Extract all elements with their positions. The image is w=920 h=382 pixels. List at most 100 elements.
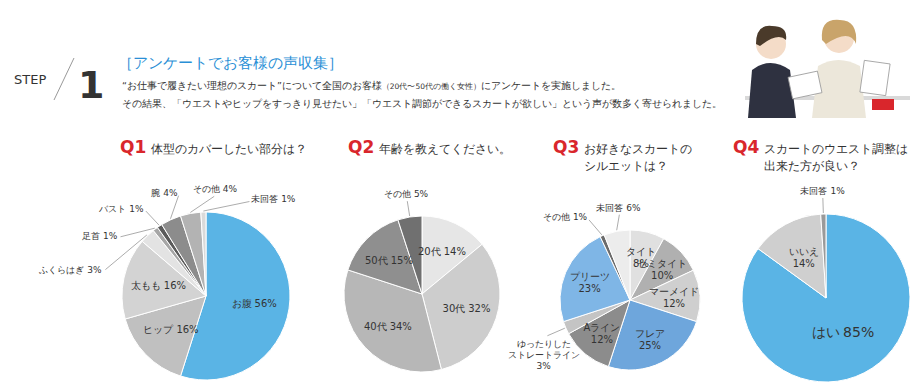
data-label: その他4% bbox=[193, 184, 238, 194]
value-label: 12% bbox=[663, 298, 685, 309]
value-label: 32% bbox=[468, 303, 490, 314]
data-labels: はい85% いいえ14% 未回答1% bbox=[789, 186, 874, 340]
data-labels: 20代14% 30代32% 40代34% 50代15% その他5% bbox=[364, 189, 491, 331]
slices bbox=[742, 214, 910, 382]
data-label: ふくらはぎ3% bbox=[38, 265, 102, 275]
description-part: 「ウエスト調節ができるスカートが欲しい」 bbox=[362, 98, 562, 109]
category-label: 太もも bbox=[131, 280, 161, 291]
value-label: 16% bbox=[164, 280, 186, 291]
description-part: その結果、 bbox=[122, 98, 172, 109]
leader-line bbox=[547, 328, 564, 336]
leader-line bbox=[407, 201, 409, 216]
chart-title: 年齢を教えてください。 bbox=[379, 142, 511, 156]
description-line: その結果、「ウエストやヒップをすっきり見せたい」「ウエスト調節ができるスカートが… bbox=[122, 98, 722, 109]
pie-slice bbox=[604, 230, 630, 300]
value-label: 4% bbox=[223, 184, 238, 194]
description-part: 「ウエストやヒップをすっきり見せたい」 bbox=[172, 98, 362, 109]
category-label: 40代 bbox=[364, 321, 387, 332]
category-label: ヒップ bbox=[143, 324, 174, 335]
paper bbox=[860, 60, 890, 95]
figure-body bbox=[748, 63, 796, 118]
leader-line bbox=[170, 196, 178, 219]
data-label: その他1% bbox=[543, 212, 588, 222]
category-label: 足首 bbox=[82, 231, 100, 241]
category-label: 未回答 bbox=[596, 203, 623, 213]
value-label: 1% bbox=[103, 231, 118, 241]
value-label: 15% bbox=[391, 255, 413, 266]
data-label: 30代32% bbox=[443, 303, 491, 314]
data-label: フレア25% bbox=[635, 328, 665, 351]
data-label: 未回答6% bbox=[596, 203, 641, 213]
category-label: ストレートライン bbox=[508, 350, 580, 360]
data-label: バスト1% bbox=[98, 204, 144, 214]
leader-line bbox=[822, 198, 823, 213]
value-label: 85% bbox=[843, 324, 874, 340]
category-label: いいえ bbox=[789, 246, 819, 257]
category-label: セミタイト bbox=[637, 258, 687, 269]
value-label: 1% bbox=[129, 204, 144, 214]
data-label: 未回答1% bbox=[800, 186, 845, 196]
category-label: プリーツ bbox=[570, 271, 610, 282]
data-label: 足首1% bbox=[82, 231, 118, 241]
pie-chart: Q1体型のカバーしたい部分は？お腹56%ヒップ16%太もも16%ふくらはぎ3%足… bbox=[38, 137, 307, 380]
category-label: Aライン bbox=[583, 322, 620, 333]
category-label: 50代 bbox=[365, 255, 388, 266]
category-label: はい bbox=[812, 324, 840, 340]
chart-title: お好きなスカートの bbox=[584, 142, 692, 156]
header-title: ［アンケートでお客様の声収集］ bbox=[118, 54, 343, 72]
chart-title: 体型のカバーしたい部分は？ bbox=[151, 142, 307, 156]
category-label: ふくらはぎ bbox=[38, 265, 84, 275]
value-label: 1% bbox=[830, 186, 845, 196]
slices bbox=[344, 216, 500, 372]
leader-line bbox=[589, 220, 602, 235]
value-label: 12% bbox=[591, 334, 613, 345]
value-label: 56% bbox=[255, 298, 277, 309]
pie-slice bbox=[344, 270, 441, 372]
data-label: セミタイト10% bbox=[637, 258, 687, 281]
figure-hair bbox=[756, 26, 786, 46]
category-label: 未回答 bbox=[251, 194, 278, 204]
step-number: 1 bbox=[78, 63, 104, 107]
pie-slice bbox=[742, 214, 910, 382]
value-label: 10% bbox=[651, 270, 673, 281]
category-label: その他 bbox=[543, 212, 570, 222]
data-label: 50代15% bbox=[365, 255, 413, 266]
description-line: “お仕事で履きたい理想のスカート”について全国のお客様（20代〜50代の働く女性… bbox=[122, 80, 621, 91]
value-label: 3% bbox=[87, 265, 102, 275]
data-label: ヒップ16% bbox=[143, 324, 198, 335]
step-label: STEP bbox=[14, 72, 46, 87]
data-label: お腹56% bbox=[232, 298, 277, 309]
question-number: Q2 bbox=[348, 137, 374, 157]
category-label: その他 bbox=[384, 189, 411, 199]
description-part: という声が数多く寄せられました。 bbox=[562, 98, 722, 109]
pie-slice bbox=[201, 212, 206, 296]
description-part: “お仕事で履きたい理想のスカート”について全国のお客様 bbox=[122, 80, 382, 91]
category-label: ゆったりした bbox=[517, 339, 571, 349]
data-label: 20代14% bbox=[418, 246, 466, 257]
data-label: はい85% bbox=[812, 324, 874, 340]
chart-title: スカートのウエスト調整は bbox=[764, 142, 908, 156]
category-label: お腹 bbox=[232, 298, 252, 309]
pie-chart: Q4スカートのウエスト調整は出来た方が良い？はい85%いいえ14%未回答1% bbox=[733, 137, 910, 382]
value-label: 14% bbox=[793, 258, 815, 269]
value-label: 14% bbox=[444, 246, 466, 257]
value-label: 4% bbox=[163, 188, 178, 198]
leader-line bbox=[121, 228, 155, 237]
data-label: 未回答1% bbox=[251, 194, 296, 204]
pie-slice bbox=[758, 214, 826, 298]
question-number: Q3 bbox=[553, 137, 579, 157]
data-label: Aライン12% bbox=[583, 322, 620, 345]
data-label: 40代34% bbox=[364, 321, 412, 332]
value-label: 34% bbox=[390, 321, 412, 332]
leader-line bbox=[617, 215, 620, 231]
value-label: 1% bbox=[281, 194, 296, 204]
leader-line bbox=[146, 211, 159, 225]
category-label: タイト bbox=[626, 246, 656, 257]
description-part: （20代〜50代の働く女性） bbox=[382, 82, 481, 91]
value-label: 16% bbox=[176, 324, 198, 335]
category-label: フレア bbox=[635, 328, 665, 339]
value-label: 25% bbox=[639, 340, 661, 351]
value-label: 5% bbox=[414, 189, 429, 199]
step-slash bbox=[54, 58, 74, 100]
pie-chart: Q2 年齢を教えてください。 20代14% 30代32% 40代34% 50代15% その他… bbox=[344, 137, 511, 372]
